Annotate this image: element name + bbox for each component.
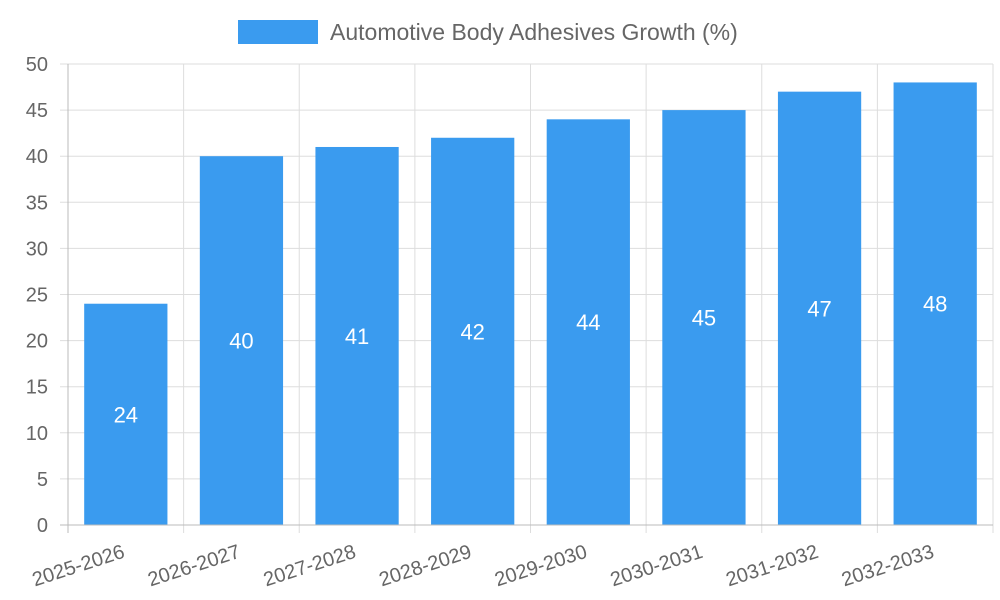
y-tick-label: 15: [26, 377, 48, 399]
x-tick-label: 2029-2030: [492, 541, 590, 591]
bar[interactable]: [893, 82, 977, 525]
bar-value-label: 44: [576, 310, 600, 335]
bar-value-label: 48: [923, 292, 947, 317]
x-tick-label: 2030-2031: [608, 541, 706, 591]
bar-value-label: 42: [460, 319, 484, 344]
y-tick-label: 0: [37, 515, 48, 537]
bar-value-label: 24: [114, 402, 138, 427]
x-tick-label: 2032-2033: [839, 541, 937, 591]
legend[interactable]: Automotive Body Adhesives Growth (%): [238, 19, 738, 45]
x-tick-label: 2031-2032: [723, 541, 821, 591]
y-tick-label: 40: [26, 146, 48, 168]
bar[interactable]: [84, 303, 168, 525]
bar[interactable]: [546, 119, 630, 525]
bar[interactable]: [199, 156, 284, 525]
y-tick-label: 30: [26, 238, 48, 260]
y-tick-label: 10: [26, 423, 48, 445]
x-tick-label: 2025-2026: [30, 541, 128, 591]
axes-layer: [67, 64, 993, 526]
bar[interactable]: [431, 137, 515, 525]
y-tick-label: 50: [26, 54, 48, 76]
bar-value-label: 47: [807, 296, 831, 321]
y-tick-label: 35: [26, 192, 48, 214]
bar-value-label: 40: [229, 329, 253, 354]
bar-value-label: 41: [345, 324, 369, 349]
bars-layer: [84, 82, 977, 526]
bar[interactable]: [662, 110, 746, 525]
bar-value-label: 45: [692, 306, 716, 331]
y-tick-label: 25: [26, 285, 48, 307]
legend-swatch[interactable]: [238, 20, 318, 44]
bar[interactable]: [315, 146, 399, 526]
x-tick-label: 2026-2027: [145, 541, 243, 591]
y-tick-label: 45: [26, 100, 48, 122]
legend-label[interactable]: Automotive Body Adhesives Growth (%): [330, 19, 738, 45]
y-tick-label: 5: [37, 469, 48, 491]
y-tick-label: 20: [26, 331, 48, 353]
x-tick-label: 2027-2028: [261, 541, 359, 591]
bar[interactable]: [777, 91, 862, 525]
x-tick-label: 2028-2029: [376, 541, 474, 591]
